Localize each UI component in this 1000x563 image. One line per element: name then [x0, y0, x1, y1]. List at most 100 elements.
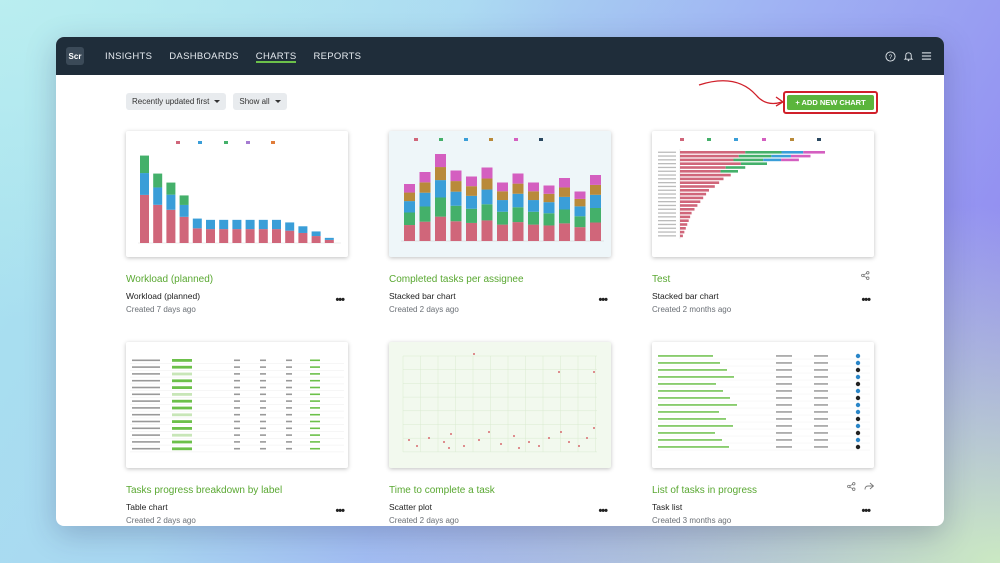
- cell-text: [286, 441, 292, 443]
- scatter-points: [408, 353, 595, 449]
- scatter-point: [578, 445, 580, 447]
- cell-text: [234, 366, 240, 368]
- bar-segment: [528, 191, 539, 201]
- menu-icon[interactable]: [921, 51, 932, 61]
- bar-segment: [680, 162, 741, 165]
- avatar: [855, 402, 861, 408]
- card-created: Created 7 days ago: [126, 305, 196, 314]
- bar-segment: [481, 189, 493, 205]
- chart-thumbnail[interactable]: [389, 131, 611, 257]
- cell-text: [310, 400, 320, 402]
- avatar: [855, 409, 861, 415]
- card-created: Created 3 months ago: [652, 516, 732, 525]
- bar-segment: [763, 158, 782, 162]
- chart-card[interactable]: Completed tasks per assignee Stacked bar…: [389, 131, 611, 314]
- bell-icon[interactable]: [903, 50, 914, 62]
- task-name: [658, 376, 734, 378]
- chart-thumbnail[interactable]: [652, 342, 874, 468]
- nav-dashboards[interactable]: DASHBOARDS: [169, 50, 239, 62]
- chart-card[interactable]: Tasks progress breakdown by label Table …: [126, 342, 348, 525]
- nav-reports[interactable]: REPORTS: [313, 50, 362, 62]
- help-icon[interactable]: ?: [885, 50, 896, 62]
- chart-thumbnail[interactable]: [126, 342, 348, 468]
- bar-segment: [481, 178, 493, 190]
- bar-segment: [680, 170, 721, 173]
- scatter-point: [408, 439, 410, 441]
- cell-text: [286, 447, 292, 450]
- chart-thumbnail[interactable]: [652, 131, 874, 257]
- more-options-icon[interactable]: •••: [598, 294, 608, 306]
- add-chart-highlight: + ADD NEW CHART: [783, 91, 878, 114]
- chart-card[interactable]: List of tasks in progress Task list Crea…: [652, 342, 874, 525]
- bar-segment: [153, 173, 163, 188]
- bar-segment: [272, 229, 281, 243]
- progress-bar: [172, 372, 192, 376]
- card-title[interactable]: Time to complete a task: [389, 485, 495, 496]
- chart-card[interactable]: Test Stacked bar chart Created 2 months …: [652, 131, 874, 314]
- share-icon[interactable]: [861, 271, 870, 280]
- scatter-point: [593, 371, 595, 373]
- more-options-icon[interactable]: •••: [861, 505, 871, 517]
- nav-charts[interactable]: CHARTS: [255, 37, 297, 75]
- nav-insights[interactable]: INSIGHTS: [105, 50, 153, 62]
- card-title[interactable]: Workload (planned): [126, 274, 214, 285]
- cell-text: [132, 359, 160, 362]
- card-title[interactable]: Test: [652, 274, 671, 285]
- share-icon[interactable]: [847, 482, 856, 491]
- cell-text: [286, 366, 292, 368]
- card-title[interactable]: Completed tasks per assignee: [389, 274, 524, 285]
- progress-bar: [172, 420, 192, 423]
- table-thumbnail-chart: [130, 348, 344, 453]
- more-options-icon[interactable]: •••: [861, 294, 871, 306]
- bar-segment: [680, 181, 720, 184]
- more-options-icon[interactable]: •••: [598, 505, 608, 517]
- chart-thumbnail[interactable]: [126, 131, 348, 257]
- card-type: Workload (planned): [126, 291, 201, 301]
- avatar: [855, 388, 861, 394]
- app-logo[interactable]: Scr: [66, 47, 84, 65]
- bar-segment: [680, 173, 731, 177]
- cell-text: [234, 393, 240, 396]
- bar-segment: [258, 219, 268, 230]
- card-title[interactable]: List of tasks in progress: [652, 485, 758, 496]
- bar-segment: [680, 227, 686, 230]
- cell-text: [234, 427, 240, 430]
- forward-icon[interactable]: [864, 482, 874, 491]
- bar-segment: [179, 204, 189, 217]
- row-label: [658, 197, 676, 199]
- filter-label: Show all: [239, 97, 270, 106]
- scatter-point: [416, 445, 418, 447]
- bar-segment: [738, 154, 772, 158]
- task-date: [814, 390, 828, 392]
- bar-segment: [166, 194, 176, 210]
- chart-card[interactable]: Time to complete a task Scatter plot Cre…: [389, 342, 611, 525]
- task-list-thumbnail: [656, 353, 870, 451]
- progress-bar: [172, 427, 192, 430]
- task-name: [658, 397, 730, 399]
- chart-thumbnail[interactable]: [389, 342, 611, 468]
- task-date: [814, 369, 828, 371]
- chart-card[interactable]: Workload (planned) Workload (planned) Cr…: [126, 131, 348, 314]
- bar-segment: [680, 196, 704, 200]
- card-created: Created 2 days ago: [126, 516, 196, 525]
- bar-segment: [435, 197, 446, 217]
- scatter-point: [518, 447, 520, 449]
- add-new-chart-button[interactable]: + ADD NEW CHART: [787, 95, 874, 110]
- bar-segment: [497, 200, 508, 212]
- progress-bar: [172, 399, 192, 403]
- sort-dropdown[interactable]: Recently updated first: [126, 93, 227, 110]
- cell-text: [234, 420, 240, 423]
- more-options-icon[interactable]: •••: [335, 505, 345, 517]
- bar-segment: [680, 158, 734, 162]
- legend: [414, 138, 543, 141]
- bar-segment: [680, 234, 683, 238]
- bar-segment: [324, 237, 334, 240]
- filter-dropdown[interactable]: Show all: [233, 93, 287, 110]
- more-options-icon[interactable]: •••: [335, 294, 345, 306]
- card-title[interactable]: Tasks progress breakdown by label: [126, 485, 283, 496]
- cell-text: [132, 400, 160, 402]
- bar-segment: [680, 151, 746, 154]
- bar-segment: [680, 177, 724, 181]
- cell-text: [132, 434, 160, 436]
- avatar: [855, 430, 861, 436]
